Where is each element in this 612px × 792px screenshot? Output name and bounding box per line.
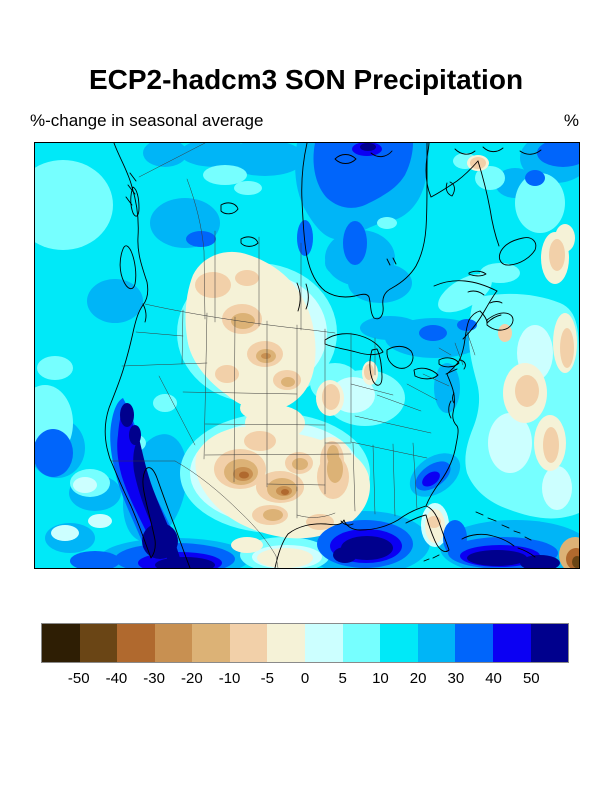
state-borders <box>110 143 476 568</box>
figure-subtitle: %-change in seasonal average <box>30 111 264 130</box>
colorbar-label: -50 <box>67 670 90 687</box>
precip-map <box>35 143 579 568</box>
contour-band-minus50-minus40 <box>572 556 579 568</box>
colorbar-segment <box>417 624 456 662</box>
colorbar-label: 10 <box>372 670 389 687</box>
colorbar-labels: -50 -40 -30 -20 -10 -5 0 5 10 20 30 40 50 <box>41 670 569 690</box>
colorbar-label: -20 <box>181 670 203 687</box>
map-frame <box>34 142 580 569</box>
colorbar-label: 40 <box>485 670 502 687</box>
colorbar-segment <box>229 624 268 662</box>
colorbar-label: 5 <box>338 670 347 687</box>
contour-band-over-50 <box>120 143 560 568</box>
colorbar-segment <box>492 624 531 662</box>
colorbar-label: -40 <box>105 670 128 687</box>
colorbar-segment <box>305 624 343 662</box>
colorbar-label: 30 <box>447 670 465 687</box>
colorbar-segment <box>455 624 493 662</box>
colorbar-segment <box>79 624 118 662</box>
colorbar-segment <box>342 624 381 662</box>
colorbar-label: -5 <box>260 670 274 687</box>
colorbar-label: 20 <box>409 670 427 687</box>
colorbar-segment <box>530 624 569 662</box>
colorbar-segment <box>154 624 193 662</box>
colorbar-segment <box>192 624 230 662</box>
colorbar-segment <box>380 624 418 662</box>
coastlines <box>104 143 542 568</box>
colorbar-label: 50 <box>522 670 540 687</box>
colorbar-segment <box>42 624 80 662</box>
colorbar <box>41 623 569 663</box>
colorbar-segment <box>267 624 306 662</box>
unit-label: % <box>563 111 579 130</box>
figure-title: ECP2-hadcm3 SON Precipitation <box>88 64 524 95</box>
colorbar-label: -10 <box>218 670 241 687</box>
colorbar-segment <box>117 624 155 662</box>
colorbar-label: 0 <box>300 670 310 687</box>
colorbar-label: -30 <box>143 670 165 687</box>
